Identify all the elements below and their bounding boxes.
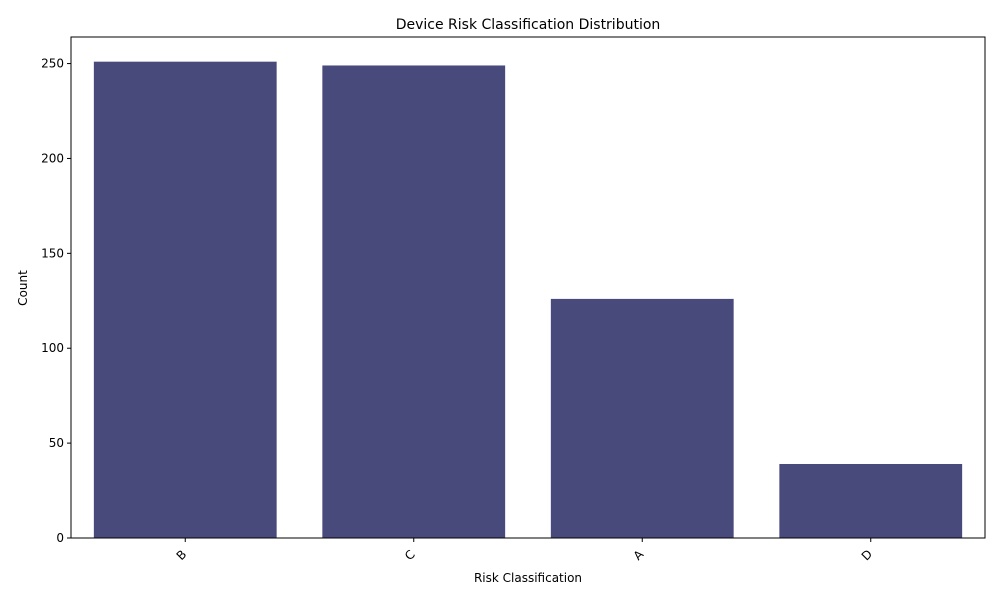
bar-C (322, 65, 506, 538)
chart-title: Device Risk Classification Distribution (396, 17, 661, 33)
bar-A (550, 298, 734, 538)
y-tick-label: 0 (56, 531, 64, 545)
plot-frame (70, 36, 986, 539)
y-axis: 0 50 100 150 200 250 (41, 57, 71, 545)
y-tick-label: 150 (41, 246, 64, 260)
bar-D (779, 463, 963, 538)
bar-B (93, 61, 277, 539)
y-tick-label: 250 (41, 57, 64, 71)
y-axis-label: Count (16, 270, 30, 306)
y-tick-label: 200 (41, 151, 64, 165)
x-axis-label: Risk Classification (474, 571, 582, 585)
bars-layer (93, 61, 963, 539)
y-tick-label: 100 (41, 341, 64, 355)
y-tick-label: 50 (49, 436, 64, 450)
